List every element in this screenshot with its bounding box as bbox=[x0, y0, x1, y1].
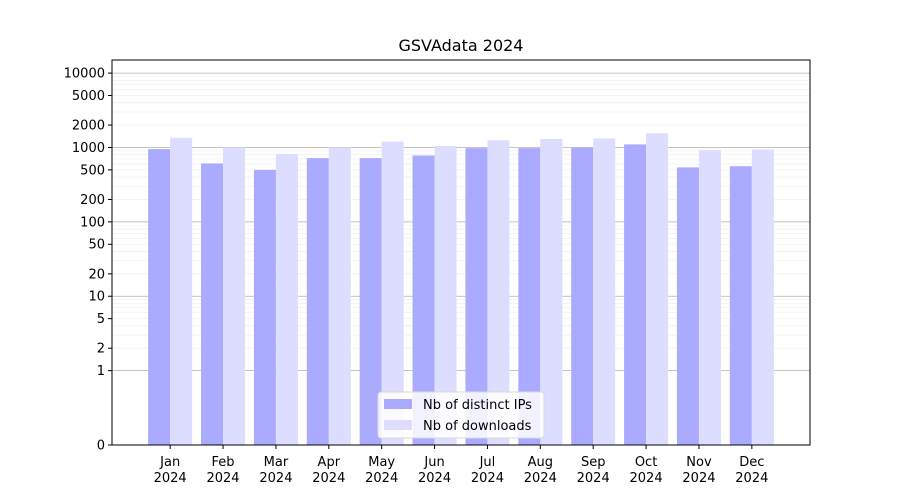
bar-distinct-ips bbox=[624, 144, 647, 445]
bar-downloads bbox=[751, 149, 774, 445]
bar-downloads bbox=[646, 133, 669, 446]
x-axis: Jan 2024 Feb 2024 Mar 2024 Apr 2024 May 2024 Jun 20… bbox=[154, 445, 768, 486]
y-tick-label: 2 bbox=[97, 342, 105, 357]
x-tick-label: Mar 2024 bbox=[259, 455, 292, 486]
y-tick-label: 5 bbox=[97, 312, 105, 327]
legend-swatch bbox=[384, 420, 412, 430]
bar-downloads bbox=[381, 141, 404, 445]
y-tick-label: 20 bbox=[88, 267, 105, 282]
legend-label: Nb of distinct IPs bbox=[423, 398, 532, 413]
bar-distinct-ips bbox=[518, 148, 541, 446]
bar-distinct-ips bbox=[253, 169, 276, 445]
y-tick-label: 10 bbox=[88, 290, 105, 305]
bar-downloads bbox=[593, 138, 616, 445]
legend-label: Nb of downloads bbox=[423, 419, 532, 434]
x-tick-label: Jan 2024 bbox=[154, 455, 187, 486]
x-tick-label: Oct 2024 bbox=[630, 455, 663, 486]
x-tick-label: Aug 2024 bbox=[524, 455, 557, 486]
x-tick-label: Sep 2024 bbox=[577, 455, 610, 486]
bar-distinct-ips bbox=[306, 158, 329, 445]
x-tick-label: Jun 2024 bbox=[418, 455, 451, 486]
y-tick-label: 2000 bbox=[72, 119, 105, 134]
bars bbox=[148, 133, 774, 446]
bar-downloads bbox=[434, 145, 457, 445]
y-tick-label: 5000 bbox=[72, 89, 105, 104]
y-tick-label: 200 bbox=[80, 193, 105, 208]
bar-downloads bbox=[487, 140, 510, 445]
x-tick-label: Jul 2024 bbox=[471, 455, 504, 486]
bar-distinct-ips bbox=[729, 166, 752, 446]
y-tick-label: 10000 bbox=[64, 67, 105, 82]
x-tick-label: May 2024 bbox=[365, 455, 398, 486]
bar-downloads bbox=[698, 150, 721, 445]
bar-distinct-ips bbox=[148, 149, 171, 445]
x-tick-label: Nov 2024 bbox=[682, 455, 715, 486]
bar-distinct-ips bbox=[465, 148, 488, 446]
y-tick-label: 0 bbox=[97, 439, 105, 454]
plot-frame bbox=[111, 59, 811, 446]
y-tick-label: 500 bbox=[80, 163, 105, 178]
bar-downloads bbox=[170, 137, 193, 445]
legend-swatch bbox=[384, 399, 412, 409]
bar-distinct-ips bbox=[359, 158, 382, 445]
legend: Nb of distinct IPs Nb of downloads bbox=[377, 391, 545, 439]
y-tick-label: 100 bbox=[80, 215, 105, 230]
y-tick-label: 1000 bbox=[72, 141, 105, 156]
bar-downloads bbox=[328, 147, 351, 445]
x-tick-label: Feb 2024 bbox=[206, 455, 239, 486]
bar-downloads bbox=[540, 139, 563, 445]
y-axis: 0 1 2 5 10 20 50 100 200 500 1000 2000 5000 10000 bbox=[64, 67, 112, 454]
chart-title: GSVAdata 2024 bbox=[399, 36, 524, 55]
x-tick-label: Dec 2024 bbox=[735, 455, 768, 486]
bar-downloads bbox=[223, 147, 246, 445]
bar-distinct-ips bbox=[676, 167, 699, 445]
y-tick-label: 1 bbox=[97, 364, 105, 379]
legend-box bbox=[377, 391, 545, 439]
y-tick-label: 50 bbox=[88, 238, 105, 253]
bar-downloads bbox=[275, 153, 298, 445]
bar-distinct-ips bbox=[571, 147, 594, 445]
x-tick-label: Apr 2024 bbox=[312, 455, 345, 486]
bar-distinct-ips bbox=[201, 163, 224, 445]
bar-distinct-ips bbox=[412, 155, 435, 445]
